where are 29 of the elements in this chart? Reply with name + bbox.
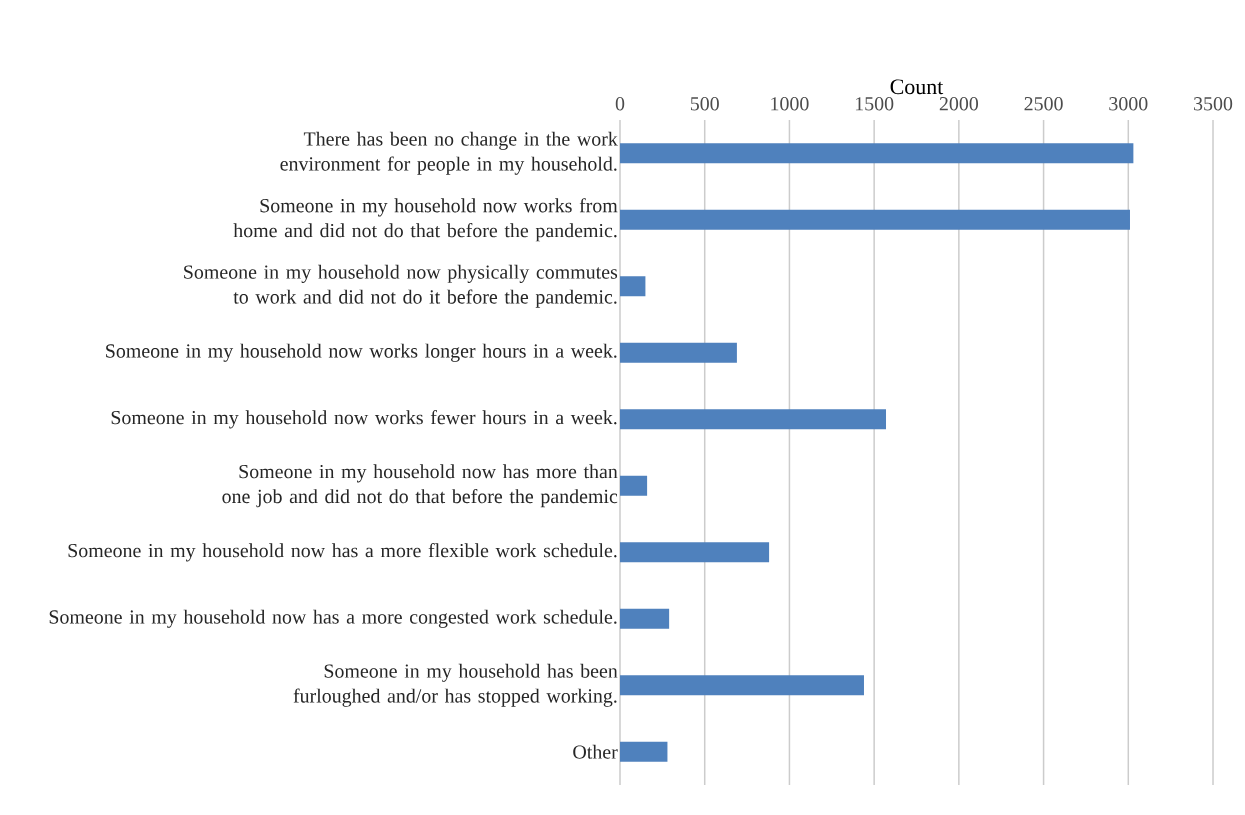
x-tick-label: 3000	[1109, 97, 1148, 111]
x-tick-label: 2500	[1024, 97, 1063, 111]
x-axis-title: Count	[890, 79, 944, 95]
y-tick-label: Other	[573, 744, 618, 759]
bar	[620, 608, 670, 629]
bar	[620, 409, 887, 430]
x-tick-label: 500	[690, 97, 719, 111]
bar	[620, 475, 648, 496]
bar	[620, 741, 668, 762]
bar	[620, 276, 646, 297]
y-tick-label: Someone in my household now works from home and did not do that before the pandemic.	[233, 198, 618, 242]
y-tick-label: Someone in my household now has a more congested work schedule.	[49, 609, 617, 628]
y-tick-label: Someone in my household has been furloughed and/or has stopped working.	[293, 663, 618, 707]
y-tick-label: Someone in my household now works longer hours in a week.	[106, 343, 617, 362]
x-tick-label: 1500	[855, 97, 894, 111]
y-tick-label: There has been no change in the work environment for people in my household.	[280, 131, 618, 175]
bar	[620, 542, 770, 563]
bar	[620, 143, 1134, 164]
x-tick-label: 3500	[1194, 97, 1233, 111]
y-tick-label: Someone in my household now physically commutes to work and did not do it before the pandemic.	[184, 264, 618, 308]
x-tick-label: 1000	[771, 97, 809, 111]
y-tick-label: Someone in my household now has a more flexible work schedule.	[68, 543, 617, 562]
bar	[620, 342, 737, 363]
bar	[620, 209, 1130, 230]
x-tick-label: 0	[615, 97, 625, 111]
y-tick-label: Someone in my household now works fewer hours in a week.	[111, 410, 617, 429]
x-tick-label: 2000	[939, 97, 979, 111]
y-tick-label: Someone in my household now has more than one job and did not do that before the pandemic	[222, 464, 618, 508]
bar	[620, 675, 864, 696]
